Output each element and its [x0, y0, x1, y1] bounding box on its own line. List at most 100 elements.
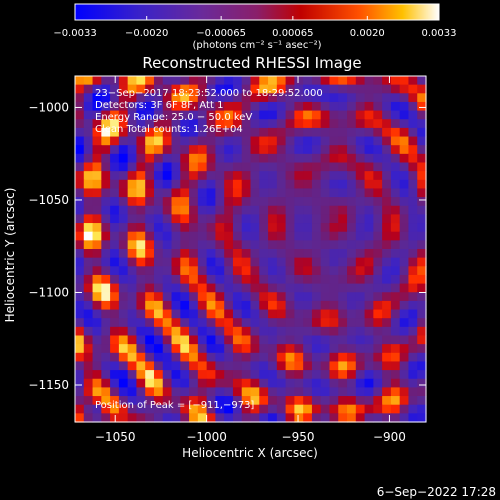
heatmap-cell — [127, 214, 138, 224]
heatmap-cell — [127, 162, 138, 172]
heatmap-cell — [373, 352, 383, 363]
heatmap-cell — [303, 292, 313, 302]
heatmap-cell — [373, 76, 383, 86]
heatmap-cell — [136, 110, 146, 120]
heatmap-cell — [373, 326, 383, 337]
heatmap-cell — [110, 101, 120, 112]
heatmap-cell — [285, 101, 295, 112]
heatmap-cell — [347, 76, 357, 86]
heatmap-cell — [118, 127, 129, 138]
heatmap-cell — [110, 257, 120, 267]
heatmap-cell — [303, 101, 313, 112]
heatmap-cell — [92, 257, 102, 267]
heatmap-cell — [241, 240, 252, 250]
heatmap-cell — [382, 145, 392, 155]
heatmap-cell — [83, 76, 94, 86]
heatmap-cell — [364, 335, 374, 345]
heatmap-cell — [268, 387, 278, 397]
heatmap-cell — [294, 257, 304, 267]
heatmap-cell — [259, 127, 269, 138]
heatmap-cell — [347, 197, 357, 207]
heatmap-cell — [118, 361, 129, 371]
heatmap-cell — [162, 404, 173, 414]
heatmap-cell — [303, 378, 313, 388]
heatmap-cell — [189, 309, 199, 319]
heatmap-cell — [118, 231, 129, 241]
heatmap-cell — [329, 326, 339, 337]
heatmap-cell — [390, 214, 401, 224]
heatmap-cell — [268, 378, 278, 388]
heatmap-cell — [110, 136, 120, 146]
heatmap-cell — [224, 110, 234, 120]
heatmap-cell — [92, 231, 102, 241]
heatmap-cell — [127, 404, 138, 414]
heatmap-cell — [382, 387, 392, 397]
heatmap-cell — [162, 214, 173, 224]
heatmap-cell — [276, 404, 287, 414]
heatmap-cell — [364, 257, 374, 267]
heatmap-cell — [320, 188, 331, 198]
heatmap-cell — [294, 387, 304, 397]
heatmap-cell — [162, 344, 173, 354]
heatmap-cell — [276, 352, 287, 363]
heatmap-cell — [390, 335, 401, 345]
heatmap-cell — [390, 153, 401, 164]
heatmap-cell — [320, 205, 331, 215]
heatmap-cell — [399, 266, 410, 276]
heatmap-cell — [145, 76, 155, 86]
heatmap-cell — [294, 119, 304, 129]
heatmap-cell — [364, 292, 374, 302]
heatmap-cell — [399, 309, 410, 319]
heatmap-cell — [268, 223, 278, 233]
heatmap-cell — [118, 257, 129, 267]
heatmap-cell — [320, 404, 331, 414]
heatmap-cell — [390, 197, 401, 207]
heatmap-cell — [206, 283, 217, 293]
heatmap-cell — [390, 378, 401, 388]
heatmap-cell — [197, 309, 208, 319]
heatmap-cell — [224, 214, 234, 224]
heatmap-cell — [75, 93, 85, 103]
heatmap-cell — [338, 257, 348, 267]
heatmap-cell — [241, 274, 252, 285]
heatmap-cell — [382, 309, 392, 319]
heatmap-cell — [250, 197, 260, 207]
heatmap-cell — [118, 283, 129, 293]
heatmap-cell — [92, 249, 102, 259]
heatmap-cell — [373, 396, 383, 406]
heatmap-cell — [101, 101, 111, 112]
heatmap-cell — [355, 110, 366, 120]
heatmap-cell — [162, 171, 173, 181]
heatmap-cell — [215, 309, 225, 319]
heatmap-cell — [101, 387, 111, 397]
heatmap-cell — [408, 188, 418, 198]
y-tick-label: −1000 — [28, 100, 69, 114]
heatmap-cell — [276, 344, 287, 354]
heatmap-cell — [153, 76, 164, 86]
heatmap-cell — [382, 361, 392, 371]
heatmap-cell — [171, 361, 181, 371]
heatmap-cell — [189, 387, 199, 397]
heatmap-cell — [276, 110, 287, 120]
heatmap-cell — [373, 153, 383, 164]
heatmap-cell — [75, 119, 85, 129]
heatmap-cell — [171, 127, 181, 138]
heatmap-cell — [206, 344, 217, 354]
heatmap-cell — [285, 266, 295, 276]
heatmap-cell — [75, 240, 85, 250]
heatmap-cell — [241, 197, 252, 207]
heatmap-cell — [197, 396, 208, 406]
heatmap-cell — [153, 274, 164, 285]
heatmap-cell — [92, 205, 102, 215]
heatmap-cell — [92, 188, 102, 198]
heatmap-cell — [373, 162, 383, 172]
colorbar-tick-label: −0.00065 — [196, 28, 246, 39]
heatmap-cell — [338, 387, 348, 397]
heatmap-cell — [83, 361, 94, 371]
heatmap-cell — [268, 309, 278, 319]
heatmap-cell — [390, 344, 401, 354]
heatmap-cell — [320, 326, 331, 337]
heatmap-cell — [83, 127, 94, 138]
heatmap-cell — [189, 127, 199, 138]
